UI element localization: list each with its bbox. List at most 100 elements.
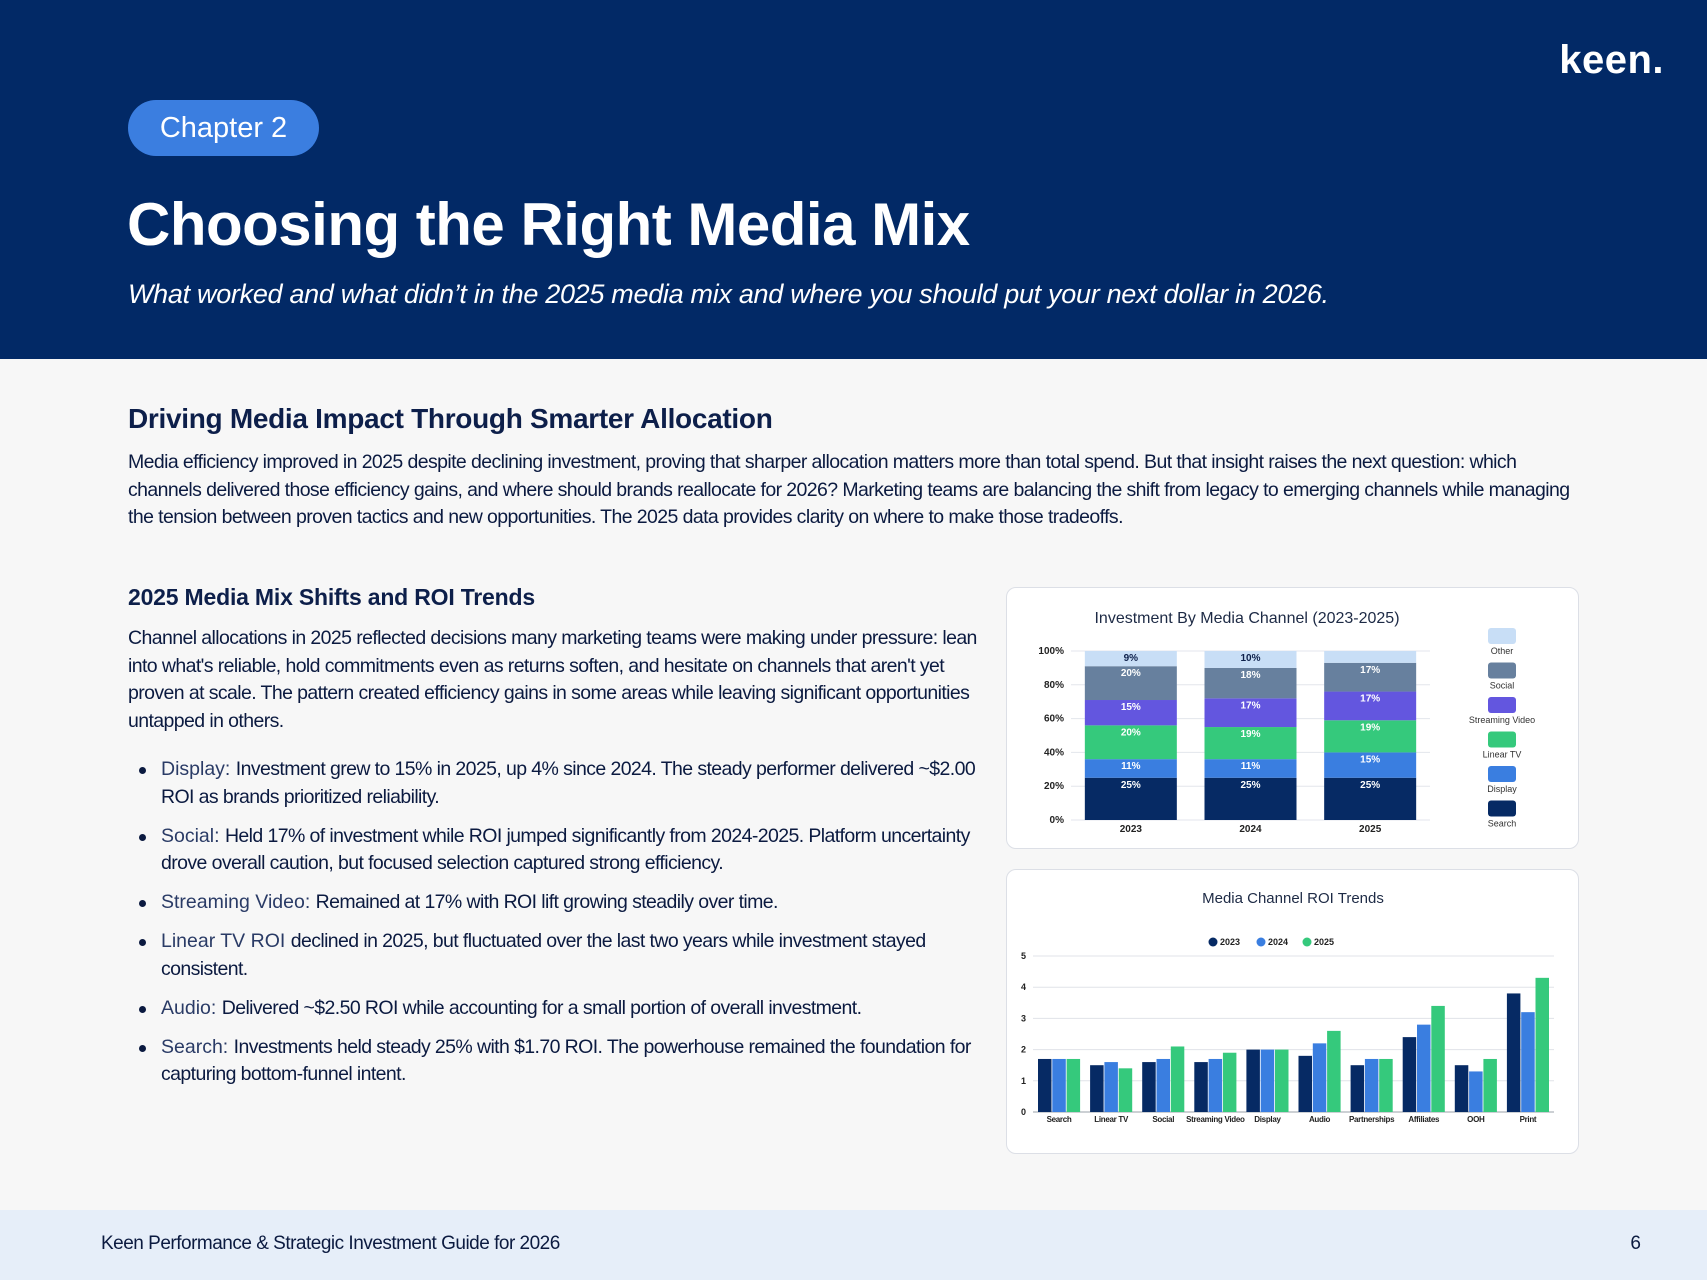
x-tick-label: Partnerships	[1349, 1115, 1395, 1124]
bar-segment-other-2024	[1204, 651, 1297, 668]
page-footer: Keen Performance & Strategic Investment …	[0, 1210, 1707, 1280]
bar-linear-tv-2023	[1090, 1065, 1104, 1112]
bullet-linear-tv: Linear TV ROI declined in 2025, but fluc…	[128, 928, 988, 983]
chart-title: Investment By Media Channel (2023-2025)	[1094, 610, 1399, 627]
bar-segment-social-2024	[1204, 667, 1297, 699]
page-number: 6	[1630, 1233, 1641, 1254]
data-label: 25%	[1240, 780, 1260, 791]
bar-display-2024	[1260, 1049, 1275, 1112]
bullet-dot-icon	[139, 939, 146, 946]
bar-segment-linear-tv-2024	[1204, 727, 1297, 760]
data-label: 17%	[1240, 700, 1260, 711]
bar-linear-tv-2025	[1118, 1068, 1133, 1112]
data-label: 10%	[1240, 653, 1260, 664]
data-label: 25%	[1121, 780, 1141, 791]
section-heading: Driving Media Impact Through Smarter All…	[128, 403, 773, 434]
legend-label: Linear TV	[1483, 750, 1522, 760]
bar-segment-display-2024	[1204, 759, 1297, 778]
bar-linear-tv-2024	[1104, 1062, 1118, 1112]
data-label: 11%	[1241, 761, 1261, 772]
legend-label: 2024	[1268, 937, 1288, 947]
bullet-dot-icon	[139, 900, 146, 907]
legend-label: 2023	[1220, 937, 1240, 947]
bullet-text: Remained at 17% with ROI lift growing st…	[315, 891, 779, 913]
bar-segment-display-2025	[1324, 752, 1417, 778]
hero-banner: keen. Chapter 2 Choosing the Right Media…	[0, 0, 1707, 359]
y-tick-label: 100%	[1038, 646, 1064, 657]
x-tick-label: Linear TV	[1094, 1115, 1129, 1124]
data-label: 20%	[1121, 668, 1141, 679]
bar-audio-2024	[1312, 1043, 1327, 1112]
legend-label: Social	[1490, 681, 1515, 691]
section-body: Media efficiency improved in 2025 despit…	[128, 451, 1570, 528]
subsection-heading: 2025 Media Mix Shifts and ROI Trends	[128, 584, 535, 610]
bar-affiliates-2024	[1417, 1024, 1431, 1112]
chapter-badge: Chapter 2	[128, 100, 319, 156]
bar-segment-streaming-video-2023	[1084, 700, 1177, 726]
bar-ooh-2023	[1454, 1065, 1469, 1112]
bullet-social: Social: Held 17% of investment while ROI…	[128, 823, 988, 878]
bar-affiliates-2025	[1431, 1005, 1445, 1112]
y-tick-label: 5	[1021, 951, 1026, 961]
x-tick-label: 2025	[1359, 824, 1382, 835]
x-tick-label: Streaming Video	[1186, 1115, 1245, 1124]
page-subtitle: What worked and what didn’t in the 2025 …	[128, 279, 1329, 309]
data-label: 9%	[1124, 653, 1139, 664]
bar-display-2023	[1246, 1049, 1260, 1112]
legend-label: 2025	[1314, 937, 1334, 947]
bar-partnerships-2023	[1350, 1065, 1365, 1112]
x-tick-label: 2023	[1120, 824, 1143, 835]
bullet-text: Investment grew to 15% in 2025, up 4% si…	[161, 758, 976, 808]
bar-segment-other-2023	[1084, 651, 1177, 667]
y-tick-label: 80%	[1044, 680, 1064, 691]
investment-chart-card: Investment By Media Channel (2023-2025) 0…	[1006, 587, 1579, 849]
data-label: 15%	[1121, 702, 1141, 713]
data-label: 25%	[1360, 780, 1380, 791]
bullet-text: Investments held steady 25% with $1.70 R…	[161, 1035, 971, 1086]
bar-partnerships-2025	[1379, 1058, 1393, 1112]
y-tick-label: 4	[1021, 982, 1026, 992]
bar-streaming-video-2023	[1194, 1062, 1208, 1112]
bar-print-2023	[1506, 993, 1521, 1112]
chart-title: Media Channel ROI Trends	[1202, 890, 1384, 907]
bar-segment-linear-tv-2025	[1324, 720, 1417, 753]
roi-chart-card: Media Channel ROI Trends 2023 2024 2025 0 1 2 3…	[1006, 869, 1579, 1154]
bar-display-2025	[1275, 1049, 1289, 1112]
bar-ooh-2024	[1469, 1071, 1483, 1112]
bullet-display: Display: Investment grew to 15% in 2025,…	[128, 756, 988, 811]
data-label: 20%	[1121, 727, 1141, 738]
bar-print-2024	[1521, 1012, 1535, 1112]
bar-affiliates-2023	[1402, 1037, 1417, 1112]
data-label: 18%	[1240, 670, 1260, 681]
findings-list: Display: Investment grew to 15% in 2025,…	[128, 756, 988, 1100]
legend-label: Search	[1488, 819, 1517, 829]
bar-streaming-video-2024	[1208, 1058, 1223, 1112]
legend-swatch-display	[1488, 766, 1516, 782]
bullet-key: Audio:	[161, 996, 222, 1019]
x-tick-label: Search	[1047, 1115, 1072, 1124]
bullet-key: Linear TV ROI	[161, 930, 291, 952]
y-tick-label: 40%	[1044, 747, 1064, 758]
bar-streaming-video-2025	[1222, 1052, 1237, 1112]
bar-social-2023	[1142, 1062, 1156, 1112]
legend-swatch-other	[1488, 628, 1516, 644]
legend-swatch-social	[1488, 662, 1516, 679]
x-tick-label: 2024	[1239, 824, 1262, 835]
bar-segment-streaming-video-2025	[1324, 691, 1417, 721]
bar-audio-2025	[1327, 1030, 1341, 1112]
x-tick-label: OOH	[1467, 1115, 1485, 1124]
bar-search-2025	[1066, 1058, 1081, 1112]
y-tick-label: 0%	[1050, 815, 1065, 826]
bar-ooh-2025	[1483, 1058, 1497, 1112]
bullet-dot-icon	[139, 1005, 146, 1013]
bar-segment-display-2023	[1084, 759, 1177, 778]
y-tick-label: 2	[1021, 1045, 1026, 1055]
bar-segment-search-2025	[1324, 777, 1417, 820]
legend-dot-2023	[1208, 937, 1218, 947]
legend-label: Other	[1491, 646, 1514, 656]
legend-swatch-search	[1488, 800, 1516, 817]
legend-swatch-streaming-video	[1488, 697, 1516, 713]
bar-social-2025	[1170, 1046, 1185, 1112]
y-tick-label: 3	[1021, 1013, 1026, 1023]
y-tick-label: 60%	[1044, 714, 1064, 725]
